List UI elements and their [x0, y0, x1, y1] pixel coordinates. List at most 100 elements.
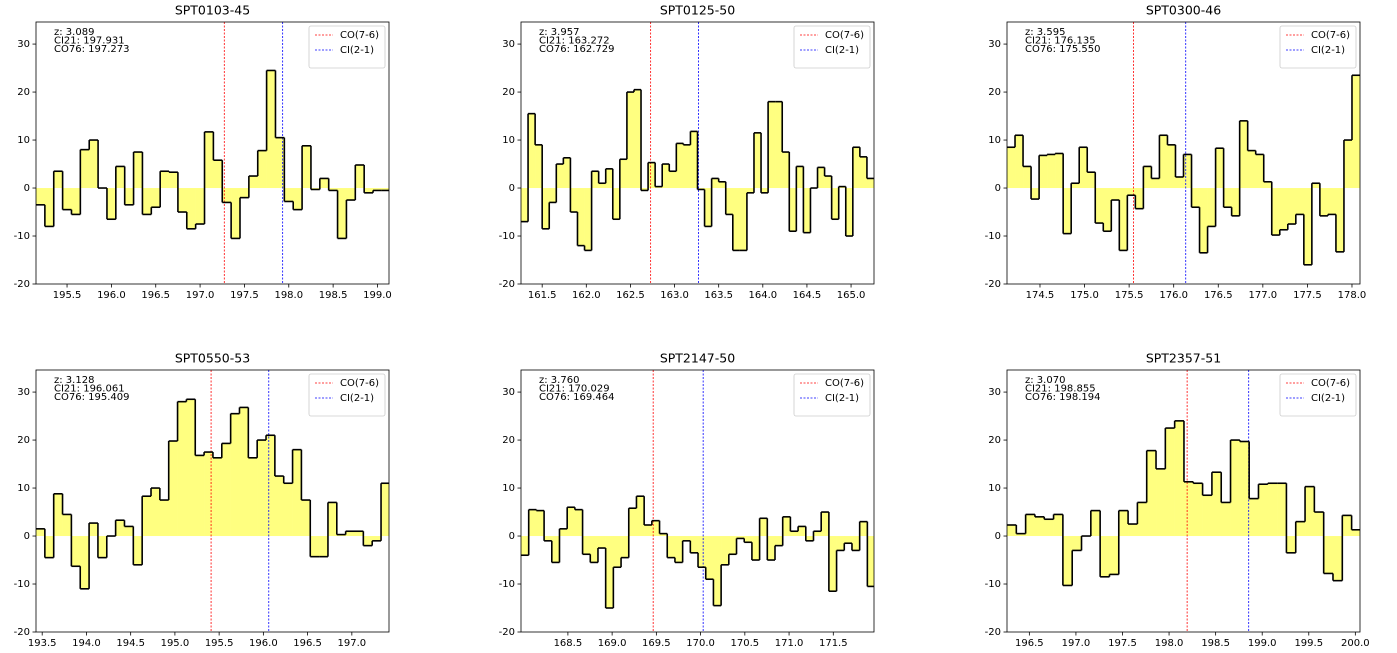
- bin-fill: [844, 536, 853, 544]
- bin-fill: [549, 188, 557, 203]
- axes-frame: [520, 369, 875, 633]
- bin-fill: [782, 152, 790, 189]
- bin-fill: [866, 178, 874, 189]
- x-tick-label: 195.5: [53, 290, 82, 301]
- bin-fill: [1247, 150, 1257, 189]
- bin-fill: [364, 188, 374, 193]
- bin-fill: [186, 188, 196, 229]
- bin-fill: [536, 510, 545, 537]
- bin-fill: [805, 536, 814, 541]
- bin-fill: [845, 188, 854, 237]
- x-tick-label: 197.0: [1062, 638, 1091, 649]
- x-tick-label: 199.0: [1248, 638, 1277, 649]
- bin-fill: [821, 512, 830, 537]
- legend-box: [793, 373, 871, 417]
- x-tick-label: 177.5: [1293, 290, 1322, 301]
- legend: CO(7-6) CI(2-1): [308, 373, 386, 417]
- x-tick-label: 193.5: [28, 638, 57, 649]
- bin-fill: [1258, 484, 1269, 537]
- x-tick-label: 197.5: [1108, 638, 1137, 649]
- subplot: 195.5 196.0 196.5 197.0 197.5 198.0 198.5 199.0…: [14, 3, 392, 302]
- bin-fill: [528, 113, 536, 189]
- bin-fill: [204, 131, 214, 189]
- bin-fill: [1287, 188, 1297, 225]
- bin-fill: [789, 188, 797, 232]
- bin-fill: [1062, 536, 1073, 586]
- y-tick-label: -20: [499, 279, 515, 290]
- annotation: CO76: 197.273: [54, 44, 129, 55]
- bin-fill: [1193, 483, 1203, 537]
- bin-fill: [1207, 188, 1216, 227]
- bin-fill: [669, 171, 677, 189]
- bin-fill: [605, 168, 614, 189]
- annotation: CI21: 197.931: [54, 36, 125, 47]
- bin-fill: [177, 188, 188, 213]
- bin-fill: [828, 536, 837, 592]
- bin-fill: [798, 526, 807, 537]
- bin-fill: [44, 536, 54, 558]
- bin-fill: [1263, 181, 1273, 189]
- annotation: z: 3.760: [539, 375, 579, 386]
- subplot-title: SPT2147-50: [660, 351, 735, 366]
- legend: CO(7-6) CI(2-1): [1279, 373, 1357, 417]
- y-tick-label: -10: [499, 579, 515, 590]
- y-tick-label: 0: [995, 531, 1001, 542]
- bin-fill: [89, 140, 99, 189]
- bin-fill: [824, 176, 832, 189]
- y-tick-label: 0: [24, 531, 30, 542]
- bin-fill: [775, 536, 783, 546]
- bin-fill: [521, 536, 529, 556]
- bin-fill: [619, 159, 628, 189]
- bin-fill: [133, 536, 143, 565]
- x-tick-label: 163.0: [660, 290, 689, 301]
- bin-fill: [292, 449, 302, 537]
- bin-fill: [751, 536, 760, 561]
- x-tick-label: 171.5: [819, 638, 848, 649]
- y-tick-label: 30: [17, 39, 30, 50]
- bin-fill: [36, 528, 46, 537]
- bin-fill: [683, 144, 691, 189]
- bin-fill: [582, 536, 591, 555]
- bin-fill: [1221, 502, 1231, 537]
- y-tick-label: 0: [24, 183, 30, 194]
- y-tick-label: 10: [17, 135, 30, 146]
- subplot: 168.5 169.0 169.5 170.0 170.5 171.0 171.5 -20 -1…: [499, 351, 875, 649]
- bin-fill: [160, 171, 170, 189]
- bin-fill: [790, 531, 799, 537]
- bin-fill: [222, 188, 232, 203]
- annotation: CI21: 198.855: [1025, 384, 1096, 395]
- y-tick-label: -20: [499, 627, 515, 638]
- bin-fill: [739, 188, 748, 251]
- bin-fill: [1319, 188, 1329, 216]
- bin-fill: [1034, 516, 1045, 537]
- bin-fill: [1128, 524, 1138, 537]
- bin-fill: [1202, 495, 1213, 537]
- bin-fill: [1351, 75, 1360, 189]
- bin-fill: [1223, 188, 1232, 208]
- bin-fill: [302, 145, 312, 189]
- bin-fill: [612, 188, 621, 220]
- bin-fill: [97, 536, 108, 558]
- y-tick-label: 20: [988, 87, 1001, 98]
- bin-fill: [354, 531, 364, 537]
- bin-fill: [1118, 510, 1129, 537]
- annotation: z: 3.957: [539, 27, 579, 38]
- bin-fill: [1311, 183, 1321, 189]
- bin-fill: [759, 518, 768, 537]
- bin-fill: [1335, 188, 1345, 252]
- x-tick-label: 178.0: [1338, 290, 1367, 301]
- y-tick-label: 30: [988, 39, 1001, 50]
- subplot: 193.5 194.0 194.5 195.0 195.5 196.0 196.5 197.0…: [14, 351, 390, 649]
- y-tick-label: 20: [17, 87, 30, 98]
- bin-fill: [859, 156, 868, 189]
- y-tick-label: 20: [502, 87, 515, 98]
- x-tick-label: 161.5: [528, 290, 557, 301]
- bin-fill: [1174, 420, 1185, 537]
- bin-fill: [355, 164, 365, 189]
- bin-fill: [275, 137, 285, 189]
- bin-fill: [597, 536, 606, 549]
- bin-fill: [1211, 472, 1222, 537]
- bin-fill: [775, 101, 783, 189]
- bin-fill: [636, 496, 645, 537]
